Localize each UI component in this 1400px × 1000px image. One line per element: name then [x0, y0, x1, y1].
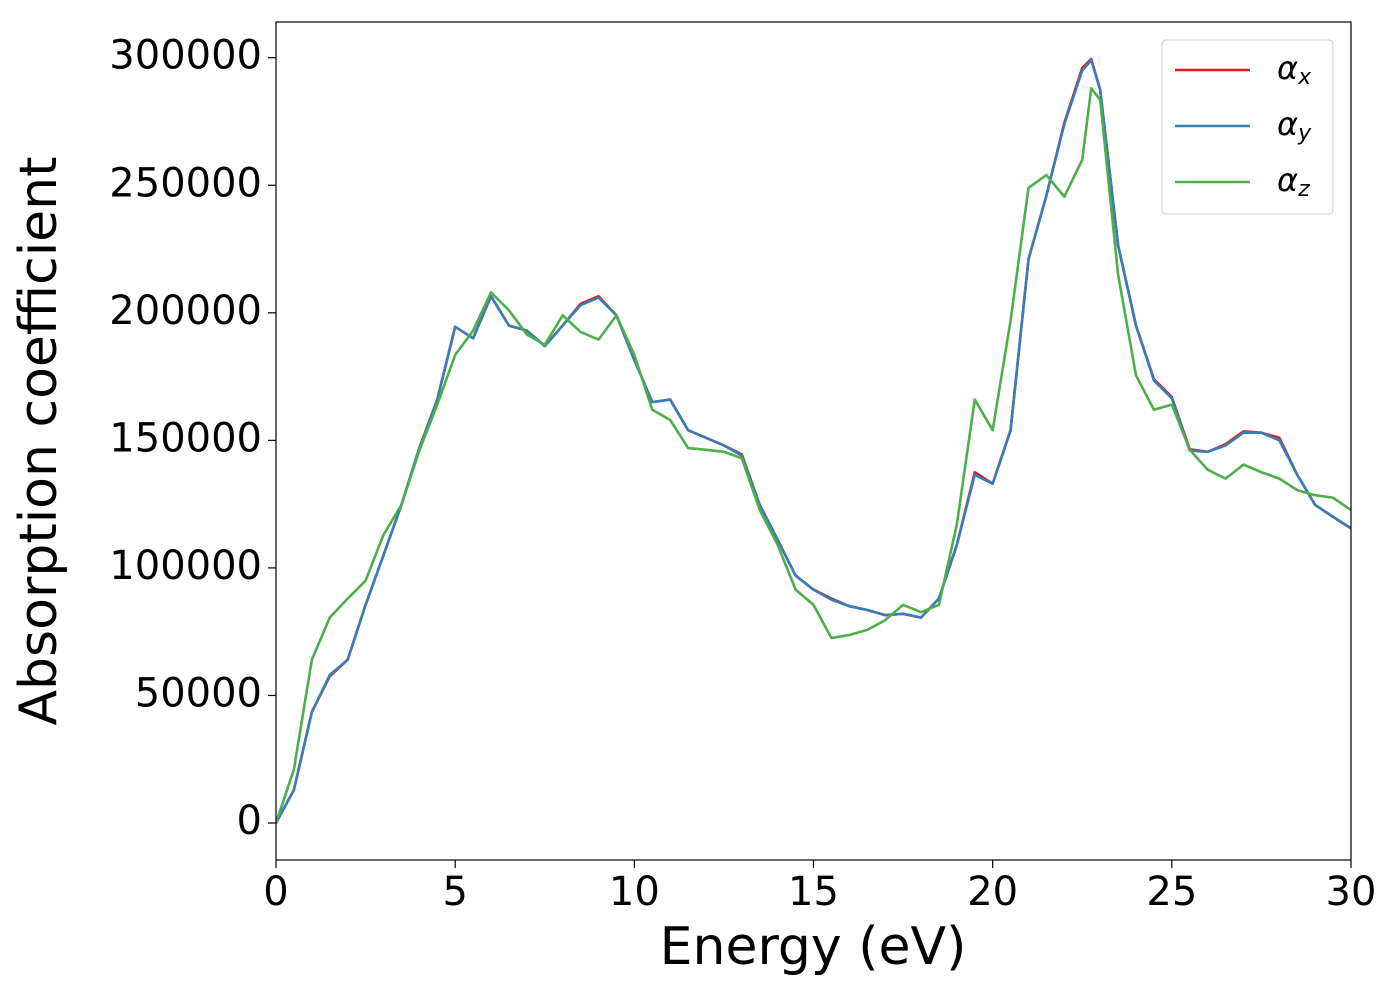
legend-label: αx: [1277, 49, 1312, 90]
x-tick-label: 30: [1326, 869, 1377, 915]
y-axis-label: Absorption coefficient: [9, 156, 69, 725]
y-tick-label: 100000: [109, 543, 262, 589]
legend-label: αy: [1277, 105, 1312, 146]
data-line: [276, 58, 1351, 824]
x-tick-label: 20: [967, 869, 1018, 915]
y-tick-label: 150000: [109, 415, 262, 461]
x-tick-label: 5: [442, 869, 467, 915]
y-tick-label: 300000: [109, 33, 262, 79]
y-tick-label: 0: [237, 798, 262, 844]
x-tick-label: 15: [788, 869, 839, 915]
x-tick-label: 10: [609, 869, 660, 915]
x-axis-label: Energy (eV): [660, 917, 967, 977]
x-tick-label: 0: [263, 869, 288, 915]
y-tick-label: 250000: [109, 160, 262, 206]
y-tick-label: 200000: [109, 288, 262, 334]
x-tick-label: 25: [1146, 869, 1197, 915]
legend-label: αz: [1277, 161, 1310, 202]
y-tick-label: 50000: [135, 670, 262, 716]
plot-frame: [275, 21, 1352, 861]
data-line: [276, 87, 1351, 824]
